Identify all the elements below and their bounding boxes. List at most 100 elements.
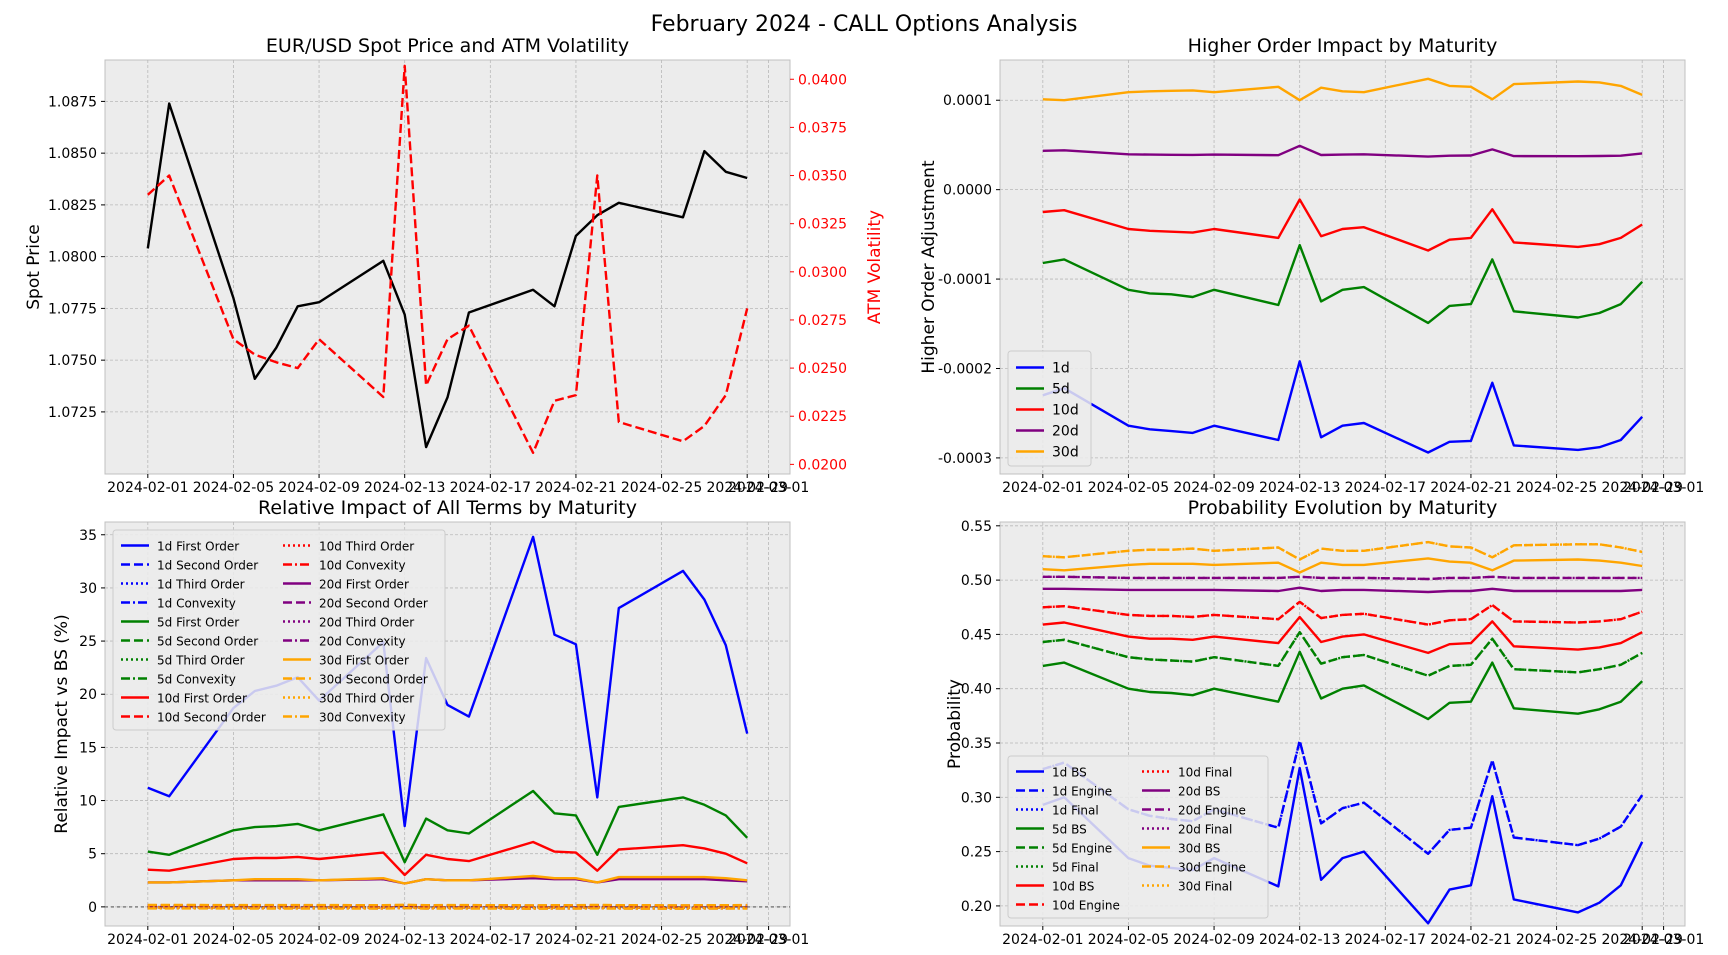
panel-title: Probability Evolution by Maturity (1188, 497, 1498, 519)
legend-label: 1d BS (1052, 766, 1087, 780)
y2-tick-label: 0.0325 (798, 217, 847, 233)
series-line-30d-second-order (147, 903, 748, 907)
series-line-s1 (146, 64, 749, 454)
legend: 1d First Order 1d Second Order 1d Third Or… (112, 529, 446, 731)
legend-label: 1d Convexity (157, 597, 236, 611)
x-tick-label: 2024-02-01 (107, 480, 188, 496)
y-axis-label: Probability (945, 679, 965, 769)
y2-tick-label: 0.0375 (798, 120, 847, 136)
legend-label: 10d Second Order (157, 711, 266, 725)
legend-label: 10d (1052, 403, 1079, 419)
x-tick-label: 2024-02-21 (1430, 932, 1511, 948)
x-tick-label: 2024-03-01 (728, 932, 809, 948)
legend-label: 20d Third Order (319, 616, 414, 630)
x-tick-label: 2024-03-01 (1623, 932, 1704, 948)
y2-axis-label: ATM Volatility (865, 210, 885, 324)
chart-higher: 2024-02-01 2024-02-05 2024-02-09 2024-02-13… (919, 35, 1704, 496)
legend-label: 1d First Order (157, 540, 239, 554)
legend-label: 10d First Order (157, 692, 247, 706)
y-tick-label: 35 (79, 528, 97, 544)
legend-label: 20d Engine (1178, 804, 1246, 818)
chart-spot: 2024-02-01 2024-02-05 2024-02-09 2024-02-13… (24, 35, 885, 496)
y-tick-label: 1.0725 (48, 405, 97, 421)
series-line-30d (1042, 77, 1643, 102)
series-line-5d-first-order (147, 789, 749, 864)
series-line-20d-engine (1042, 575, 1643, 581)
legend: 1d BS 1d Engine 1d Final 5d BS 5d Engine 5d F… (1007, 755, 1269, 919)
y-axis-label: Higher Order Adjustment (919, 160, 939, 374)
y-tick-label: 1.0775 (48, 301, 97, 317)
legend-label: 30d Final (1178, 880, 1232, 894)
y2-tick-label: 0.0275 (798, 313, 847, 329)
y-axis-label: Spot Price (24, 224, 44, 310)
x-tick-label: 2024-02-13 (364, 932, 445, 948)
legend-label: 10d Third Order (319, 540, 414, 554)
legend-label: 1d Final (1052, 804, 1099, 818)
y-tick-label: 0.0001 (943, 93, 992, 109)
series-line-30d-bs (1042, 557, 1643, 574)
x-tick-label: 2024-02-17 (450, 480, 531, 496)
legend-label: 1d (1052, 361, 1070, 377)
legend-label: 30d (1052, 445, 1079, 461)
legend-label: 5d Third Order (157, 654, 245, 668)
panel-title: EUR/USD Spot Price and ATM Volatility (266, 35, 629, 57)
series-line-10d-bs (1042, 615, 1643, 655)
y-tick-label: -0.0003 (938, 451, 992, 467)
x-tick-label: 2024-02-21 (535, 932, 616, 948)
x-tick-label: 2024-02-13 (1259, 480, 1340, 496)
y-tick-label: 0.30 (961, 790, 992, 806)
y-tick-label: 0.35 (961, 736, 992, 752)
series-line-30d-final (1042, 540, 1643, 561)
x-tick-label: 2024-02-01 (1002, 480, 1083, 496)
legend-box (1007, 755, 1269, 919)
x-tick-label: 2024-02-05 (1088, 932, 1169, 948)
y-tick-label: 20 (79, 687, 97, 703)
x-tick-label: 2024-02-05 (193, 932, 274, 948)
legend-label: 20d Final (1178, 823, 1232, 837)
y-tick-label: 5 (88, 847, 97, 863)
legend-label: 1d Third Order (157, 578, 245, 592)
legend-label: 30d Third Order (319, 692, 414, 706)
plot-area (999, 59, 1686, 475)
legend-label: 1d Second Order (157, 559, 258, 573)
series-line-5d (1042, 243, 1644, 325)
series-line-5d-bs (1042, 650, 1644, 721)
x-tick-label: 2024-03-01 (728, 480, 809, 496)
series-line-1d (1042, 360, 1644, 454)
x-tick-label: 2024-02-25 (621, 480, 702, 496)
y-tick-label: 0.40 (961, 682, 992, 698)
legend-label: 20d BS (1178, 785, 1220, 799)
series-line-5d-engine (1042, 631, 1643, 677)
legend-label: 20d Convexity (319, 635, 406, 649)
figure-title: February 2024 - CALL Options Analysis (650, 12, 1078, 37)
panel-title: Relative Impact of All Terms by Maturity (258, 497, 637, 519)
series-line-20d-bs (1042, 586, 1643, 594)
y-tick-label: 0.55 (961, 519, 992, 535)
series-line-s0 (146, 102, 748, 449)
y-axis-label: Relative Impact vs BS (%) (52, 614, 72, 833)
x-tick-label: 2024-02-29 (1602, 480, 1683, 496)
x-tick-label: 2024-02-29 (707, 932, 788, 948)
y2-tick-label: 0.0200 (798, 457, 847, 473)
x-tick-label: 2024-02-17 (450, 932, 531, 948)
y-tick-label: 1.0825 (48, 198, 97, 214)
x-tick-label: 2024-02-09 (278, 480, 359, 496)
legend-label: 20d Second Order (319, 597, 428, 611)
legend-label: 10d Engine (1052, 899, 1120, 913)
x-tick-label: 2024-02-21 (1430, 480, 1511, 496)
y-tick-label: 1.0800 (48, 250, 97, 266)
legend-label: 30d BS (1178, 842, 1220, 856)
legend-label: 5d Second Order (157, 635, 258, 649)
y-tick-label: 0 (88, 900, 97, 916)
y-tick-label: 1.0750 (48, 353, 97, 369)
series-line-30d-first-order (147, 874, 748, 885)
series-line-20d (1042, 144, 1643, 158)
legend-label: 10d Final (1178, 766, 1232, 780)
series-line-10d-engine (1042, 600, 1643, 626)
x-tick-label: 2024-02-05 (193, 480, 274, 496)
legend-label: 20d (1052, 424, 1079, 440)
x-tick-label: 2024-02-21 (535, 480, 616, 496)
legend-label: 30d Engine (1178, 861, 1246, 875)
legend-label: 10d Convexity (319, 559, 406, 573)
